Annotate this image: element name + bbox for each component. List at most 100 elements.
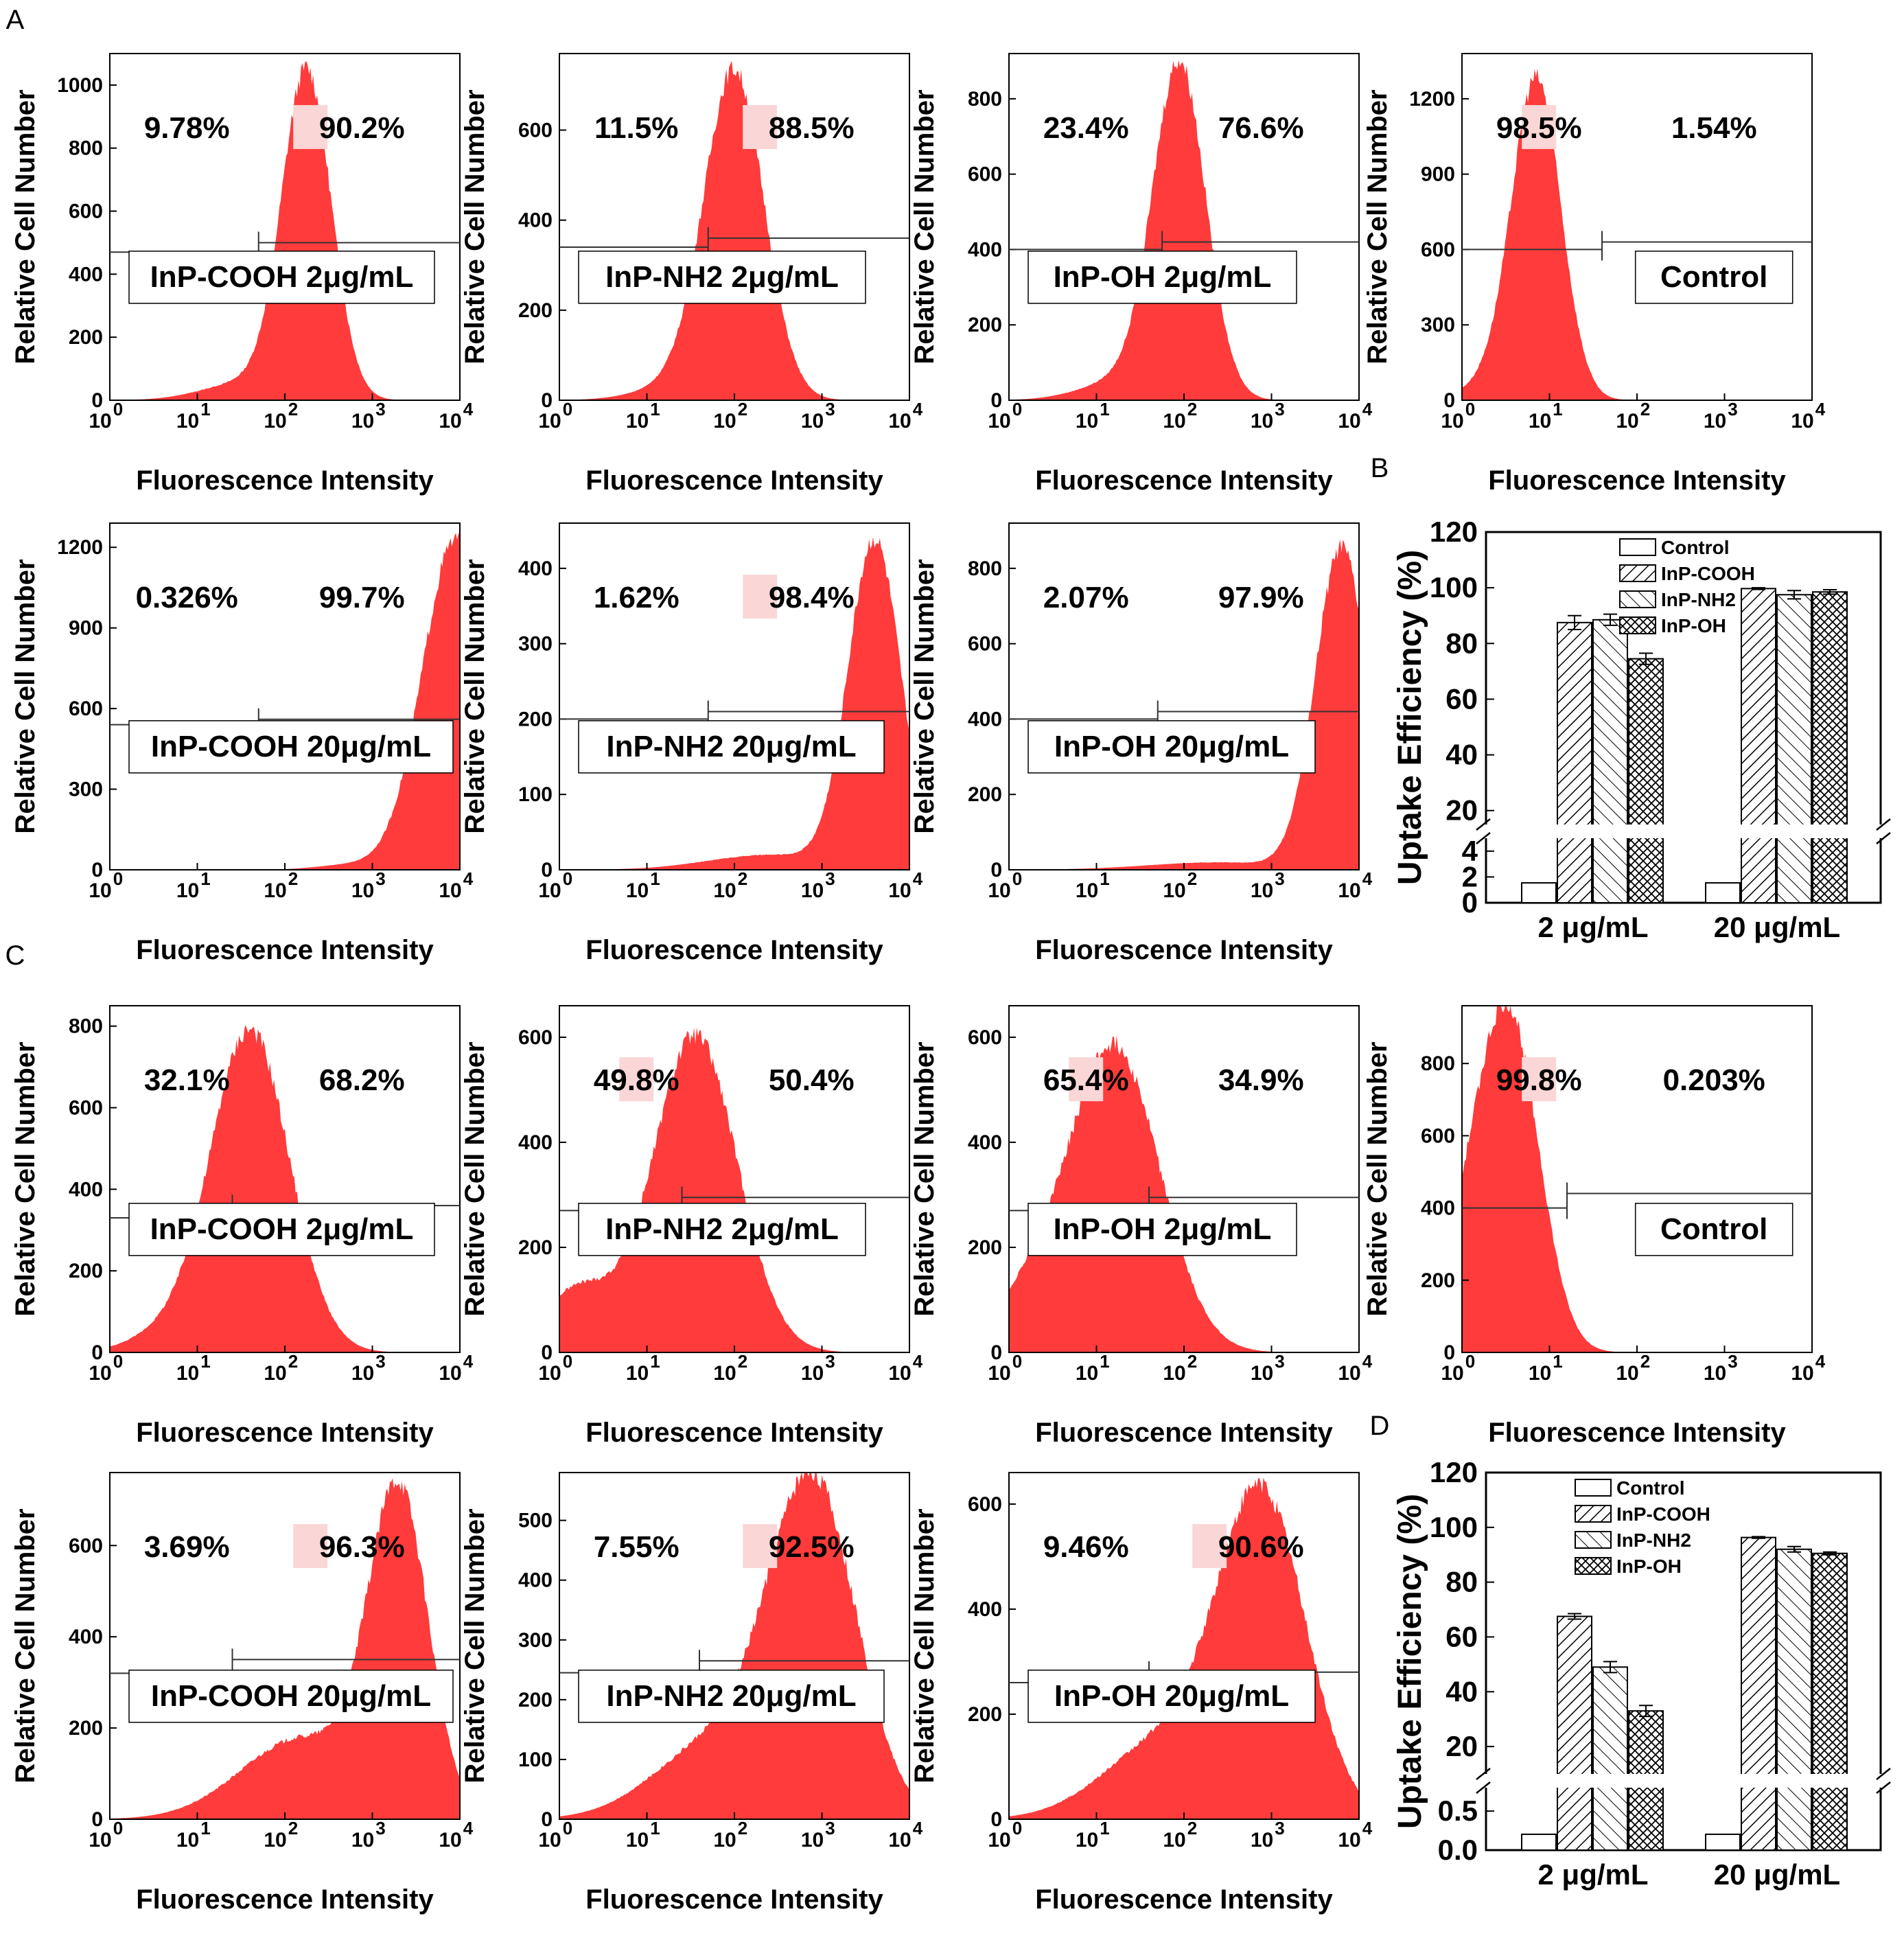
y-tick-label: 200 bbox=[968, 314, 1002, 336]
x-tick-base: 10 bbox=[1076, 410, 1098, 432]
y-tick-label: 0 bbox=[1443, 1341, 1455, 1364]
x-tick-exponent: 3 bbox=[375, 1818, 385, 1838]
x-tick-base: 10 bbox=[538, 1829, 561, 1852]
y-tick-label: 100 bbox=[1430, 1511, 1478, 1543]
bar-chart-panel: 20 40 60 80 100 120 024 2 μg/mL 20 μg/mL Control I… bbox=[1392, 516, 1891, 943]
y-tick-label: 200 bbox=[518, 1689, 553, 1711]
y-axis-title: Relative Cell Number bbox=[909, 1508, 940, 1783]
y-tick-label: 600 bbox=[1421, 1124, 1455, 1147]
y-tick-label: 1200 bbox=[1409, 88, 1455, 111]
y-tick-label: 400 bbox=[518, 1569, 553, 1592]
legend-swatch bbox=[1619, 616, 1656, 634]
positive-percent: 90.6% bbox=[1218, 1530, 1304, 1564]
x-axis-title: Fluorescence Intensity bbox=[136, 1418, 434, 1448]
y-tick-label: 400 bbox=[968, 1598, 1002, 1621]
histogram-area bbox=[1462, 68, 1812, 400]
x-tick-base: 10 bbox=[1076, 1362, 1098, 1385]
x-tick-exponent: 4 bbox=[913, 399, 923, 419]
x-tick-base: 10 bbox=[176, 410, 199, 432]
y-tick-label: 120 bbox=[1430, 1456, 1478, 1488]
negative-percent-highlight bbox=[1069, 1057, 1104, 1102]
condition-label-box bbox=[128, 1203, 435, 1256]
x-axis-title: Fluorescence Intensity bbox=[1035, 935, 1333, 965]
x-tick-base: 10 bbox=[1704, 1362, 1726, 1385]
x-tick-base: 10 bbox=[1163, 1362, 1185, 1385]
condition-label-box bbox=[1028, 720, 1316, 774]
condition-label-box bbox=[128, 720, 454, 774]
bar bbox=[1741, 588, 1776, 903]
y-axis-title: Relative Cell Number bbox=[460, 1041, 490, 1316]
condition-label-box bbox=[578, 1670, 885, 1723]
y-tick-label: 0 bbox=[91, 1808, 103, 1831]
negative-percent: 11.5% bbox=[594, 111, 678, 145]
y-tick-label: 400 bbox=[518, 1131, 553, 1154]
negative-percent-highlight bbox=[1522, 105, 1557, 150]
x-tick-exponent: 0 bbox=[113, 399, 123, 419]
x-tick-base: 10 bbox=[1704, 410, 1726, 432]
legend-swatch bbox=[1619, 564, 1656, 582]
y-axis-title: Relative Cell Number bbox=[460, 1508, 490, 1783]
x-tick-exponent: 0 bbox=[113, 1351, 123, 1372]
x-tick-exponent: 2 bbox=[288, 868, 298, 889]
y-tick-label: 0 bbox=[541, 859, 553, 881]
x-tick-base: 10 bbox=[1529, 410, 1551, 432]
y-tick-label: 400 bbox=[518, 557, 553, 580]
x-tick-exponent: 4 bbox=[463, 1351, 474, 1372]
x-tick-base: 10 bbox=[988, 1829, 1010, 1852]
negative-percent: 1.62% bbox=[594, 581, 680, 614]
positive-percent: 76.6% bbox=[1218, 111, 1304, 145]
x-tick-exponent: 0 bbox=[563, 399, 572, 419]
y-tick-label: 300 bbox=[69, 778, 103, 801]
x-tick-exponent: 1 bbox=[1100, 399, 1109, 419]
x-tick-exponent: 0 bbox=[113, 868, 123, 889]
y-tick-label: 60 bbox=[1446, 682, 1478, 715]
y-tick-label: 400 bbox=[968, 1131, 1002, 1154]
condition-label: Control bbox=[1660, 260, 1767, 294]
x-tick-base: 10 bbox=[1076, 879, 1098, 902]
x-tick-exponent: 2 bbox=[288, 1351, 298, 1372]
category-label: 20 μg/mL bbox=[1714, 911, 1840, 943]
x-tick-exponent: 1 bbox=[200, 1818, 210, 1838]
x-tick-exponent: 1 bbox=[1100, 1818, 1109, 1838]
x-axis-title: Fluorescence Intensity bbox=[585, 1884, 883, 1915]
y-tick-label: 1200 bbox=[57, 536, 103, 559]
x-tick-base: 10 bbox=[801, 1362, 824, 1385]
x-tick-exponent: 1 bbox=[650, 399, 660, 419]
x-tick-base: 10 bbox=[264, 410, 286, 432]
condition-label-box bbox=[578, 251, 866, 304]
legend-label: InP-OH bbox=[1616, 1556, 1682, 1577]
y-axis-title: Relative Cell Number bbox=[1362, 89, 1393, 364]
y-tick-label: 40 bbox=[1446, 1675, 1478, 1707]
x-tick-exponent: 4 bbox=[463, 399, 474, 419]
x-tick-base: 10 bbox=[538, 879, 561, 902]
positive-percent: 97.9% bbox=[1218, 581, 1304, 614]
histogram-panel: 03006009001200100101102103104Fluorescenc… bbox=[1362, 53, 1826, 496]
histogram-panel: 0200400600800100101102103104Fluorescence… bbox=[1362, 1005, 1826, 1448]
x-tick-base: 10 bbox=[888, 1829, 911, 1852]
x-tick-base: 10 bbox=[1616, 1362, 1638, 1385]
x-tick-base: 10 bbox=[351, 1829, 374, 1852]
category-label: 2 μg/mL bbox=[1537, 1858, 1648, 1891]
y-tick-label: 20 bbox=[1446, 794, 1478, 827]
x-tick-base: 10 bbox=[626, 1362, 649, 1385]
histogram-area bbox=[110, 61, 460, 401]
y-axis-title: Relative Cell Number bbox=[10, 1041, 40, 1316]
axis-break-mark bbox=[1876, 1781, 1891, 1794]
legend-swatch bbox=[1575, 1557, 1612, 1575]
y-tick-label: 200 bbox=[518, 1236, 553, 1259]
x-tick-exponent: 3 bbox=[825, 1351, 835, 1372]
x-axis-title: Fluorescence Intensity bbox=[585, 465, 883, 496]
positive-percent: 99.7% bbox=[319, 581, 405, 614]
x-tick-exponent: 0 bbox=[563, 1351, 572, 1372]
x-tick-exponent: 1 bbox=[1553, 399, 1562, 419]
y-tick-label: 400 bbox=[69, 1178, 103, 1201]
y-tick-label: 900 bbox=[1421, 163, 1455, 186]
bar bbox=[1741, 1536, 1776, 1851]
histogram-area bbox=[1009, 539, 1359, 870]
y-tick-label: 0 bbox=[1443, 389, 1455, 412]
legend-label: Control bbox=[1616, 1477, 1685, 1499]
y-tick-label: 2 bbox=[1462, 860, 1478, 892]
